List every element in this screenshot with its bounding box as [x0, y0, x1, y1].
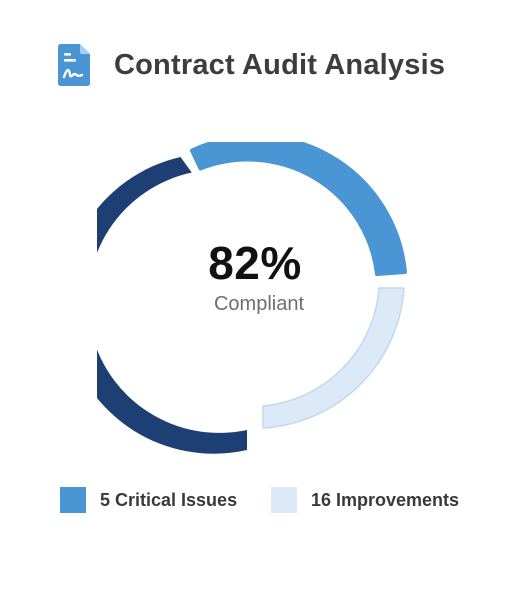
- document-signature-icon: [58, 44, 90, 86]
- compliance-percentage: 82%: [208, 237, 302, 289]
- legend-item-critical-issues: 5 Critical Issues: [60, 487, 237, 513]
- compliance-donut-chart: [97, 142, 407, 454]
- card-title: Contract Audit Analysis: [114, 48, 446, 81]
- donut-segment-critical-issues: [190, 142, 407, 276]
- legend-label-critical: 5 Critical Issues: [100, 489, 238, 510]
- donut-segment-improvements: [262, 287, 405, 429]
- legend-item-improvements: 16 Improvements: [271, 487, 459, 513]
- card-header: Contract Audit Analysis: [58, 42, 445, 88]
- legend-label-improvements: 16 Improvements: [311, 489, 460, 510]
- legend-swatch-critical: [60, 487, 86, 513]
- compliance-label: Compliant: [213, 293, 305, 315]
- legend-swatch-improvements: [271, 487, 297, 513]
